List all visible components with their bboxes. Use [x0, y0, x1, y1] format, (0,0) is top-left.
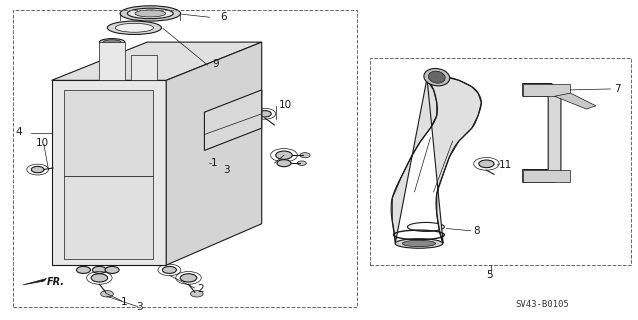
- Circle shape: [277, 160, 291, 167]
- Circle shape: [300, 153, 310, 158]
- Circle shape: [180, 274, 197, 282]
- Text: 9: 9: [212, 60, 219, 69]
- Ellipse shape: [100, 39, 125, 46]
- Text: 11: 11: [498, 160, 512, 171]
- Text: 2: 2: [197, 284, 204, 294]
- Text: FR.: FR.: [47, 277, 65, 287]
- Circle shape: [163, 267, 176, 273]
- Polygon shape: [392, 77, 481, 243]
- Circle shape: [478, 160, 494, 168]
- Text: 10: 10: [279, 100, 292, 110]
- Ellipse shape: [395, 239, 443, 248]
- Circle shape: [105, 267, 119, 273]
- Circle shape: [276, 151, 292, 159]
- Ellipse shape: [103, 40, 121, 44]
- Polygon shape: [523, 84, 570, 96]
- Text: 3: 3: [223, 165, 230, 175]
- Polygon shape: [52, 42, 262, 80]
- Polygon shape: [64, 176, 154, 259]
- Ellipse shape: [128, 8, 173, 19]
- Circle shape: [258, 111, 271, 117]
- Circle shape: [91, 274, 108, 282]
- Circle shape: [297, 161, 306, 165]
- Circle shape: [101, 291, 114, 297]
- Polygon shape: [64, 90, 154, 176]
- Text: 1: 1: [211, 157, 218, 168]
- Ellipse shape: [221, 113, 245, 128]
- Ellipse shape: [135, 10, 166, 17]
- Polygon shape: [52, 80, 167, 265]
- Text: 1: 1: [121, 297, 127, 307]
- Ellipse shape: [135, 53, 153, 57]
- Polygon shape: [523, 84, 561, 182]
- Polygon shape: [23, 278, 47, 285]
- Ellipse shape: [428, 71, 445, 83]
- Ellipse shape: [107, 21, 161, 35]
- Text: 4: 4: [16, 127, 22, 137]
- Circle shape: [93, 267, 107, 273]
- Polygon shape: [100, 42, 125, 80]
- Circle shape: [190, 291, 203, 297]
- Polygon shape: [204, 90, 262, 150]
- Polygon shape: [131, 55, 157, 80]
- Polygon shape: [554, 93, 596, 109]
- Circle shape: [77, 267, 91, 273]
- Text: 10: 10: [36, 139, 49, 148]
- Text: 8: 8: [473, 226, 480, 236]
- Text: 6: 6: [220, 12, 227, 22]
- Circle shape: [31, 166, 44, 173]
- Ellipse shape: [115, 23, 154, 32]
- Text: 7: 7: [614, 84, 620, 94]
- Text: 3: 3: [137, 302, 143, 312]
- Ellipse shape: [403, 240, 436, 247]
- Text: 5: 5: [486, 270, 493, 280]
- Polygon shape: [167, 42, 262, 265]
- Ellipse shape: [131, 52, 157, 58]
- Ellipse shape: [424, 68, 450, 86]
- Text: SV43-B0105: SV43-B0105: [515, 300, 568, 309]
- Polygon shape: [523, 170, 570, 182]
- Ellipse shape: [120, 6, 181, 21]
